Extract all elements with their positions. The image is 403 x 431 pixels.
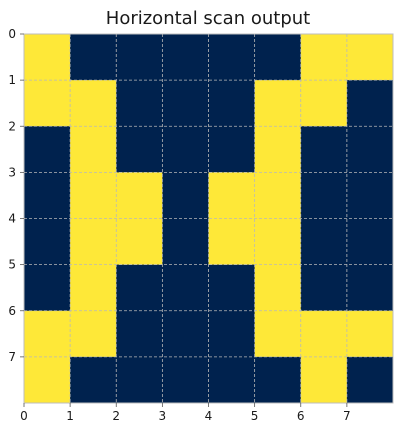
heatmap-cell xyxy=(346,80,394,127)
heatmap-cell xyxy=(346,172,394,219)
heatmap-cell xyxy=(116,356,163,404)
heatmap-cell xyxy=(300,310,348,358)
heatmap-cell xyxy=(70,172,117,219)
heatmap-cell xyxy=(300,356,348,404)
heatmap-cell xyxy=(346,264,394,312)
heatmap-cell xyxy=(70,126,117,173)
heatmap-cells xyxy=(24,34,394,404)
heatmap-cell xyxy=(116,126,163,173)
heatmap-cell xyxy=(346,356,394,404)
x-tick-label: 2 xyxy=(112,409,120,423)
heatmap-cell xyxy=(208,310,256,358)
heatmap-cell xyxy=(254,310,302,358)
y-tick-label: 3 xyxy=(8,165,16,179)
heatmap-cell xyxy=(208,126,256,173)
heatmap-cell xyxy=(24,80,71,127)
heatmap-cell xyxy=(162,310,209,358)
heatmap-cell xyxy=(162,172,209,219)
heatmap-cell xyxy=(116,80,163,127)
heatmap-cell xyxy=(208,172,256,219)
heatmap-cell xyxy=(346,310,394,358)
x-tick-label: 4 xyxy=(205,409,213,423)
heatmap-cell xyxy=(24,310,71,358)
heatmap-cell xyxy=(300,126,348,173)
heatmap-cell xyxy=(162,34,209,81)
y-tick-label: 6 xyxy=(8,304,16,318)
heatmap-cell xyxy=(162,356,209,404)
heatmap-cell xyxy=(116,218,163,266)
heatmap-cell xyxy=(208,356,256,404)
y-tick-label: 4 xyxy=(8,212,16,226)
heatmap-cell xyxy=(208,34,256,81)
heatmap-cell xyxy=(70,264,117,312)
heatmap-cell xyxy=(346,126,394,173)
heatmap-cell xyxy=(116,172,163,219)
heatmap-cell xyxy=(24,218,71,266)
heatmap-cell xyxy=(300,218,348,266)
gridlines xyxy=(24,34,393,403)
heatmap-cell xyxy=(162,80,209,127)
heatmap-cell xyxy=(70,34,117,81)
heatmap-cell xyxy=(254,356,302,404)
heatmap-cell xyxy=(70,310,117,358)
x-axis-ticks: 0 1 2 3 4 5 6 7 xyxy=(20,403,351,423)
y-tick-label: 5 xyxy=(8,258,16,272)
y-tick-label: 1 xyxy=(8,73,16,87)
x-tick-label: 3 xyxy=(159,409,167,423)
heatmap-cell xyxy=(70,356,117,404)
heatmap-cell xyxy=(24,264,71,312)
x-tick-label: 0 xyxy=(20,409,28,423)
heatmap-cell xyxy=(162,218,209,266)
heatmap-cell xyxy=(254,34,302,81)
heatmap-cell xyxy=(300,34,348,81)
y-tick-label: 0 xyxy=(8,27,16,41)
heatmap-cell xyxy=(254,172,302,219)
heatmap-cell xyxy=(346,34,394,81)
x-tick-label: 7 xyxy=(343,409,351,423)
x-tick-label: 5 xyxy=(251,409,259,423)
heatmap-cell xyxy=(70,80,117,127)
heatmap-cell xyxy=(254,218,302,266)
heatmap-cell xyxy=(300,172,348,219)
x-tick-label: 1 xyxy=(66,409,74,423)
heatmap-cell xyxy=(70,218,117,266)
heatmap-cell xyxy=(208,218,256,266)
heatmap-cell xyxy=(116,310,163,358)
heatmap-cell xyxy=(24,172,71,219)
heatmap-cell xyxy=(24,126,71,173)
heatmap-cell xyxy=(208,264,256,312)
heatmap-cell xyxy=(300,264,348,312)
heatmap-cell xyxy=(254,80,302,127)
heatmap-cell xyxy=(116,264,163,312)
heatmap-cell xyxy=(208,80,256,127)
heatmap-cell xyxy=(162,264,209,312)
heatmap-cell xyxy=(254,264,302,312)
heatmap-cell xyxy=(24,34,71,81)
chart-title: Horizontal scan output xyxy=(106,8,310,29)
heatmap-cell xyxy=(346,218,394,266)
x-tick-label: 6 xyxy=(297,409,305,423)
heatmap-cell xyxy=(24,356,71,404)
heatmap-cell xyxy=(254,126,302,173)
y-tick-label: 2 xyxy=(8,119,16,133)
y-tick-label: 7 xyxy=(8,350,16,364)
y-axis-ticks: 0 1 2 3 4 5 6 7 xyxy=(8,27,24,364)
heatmap-cell xyxy=(162,126,209,173)
heatmap-cell xyxy=(116,34,163,81)
heatmap-cell xyxy=(300,80,348,127)
